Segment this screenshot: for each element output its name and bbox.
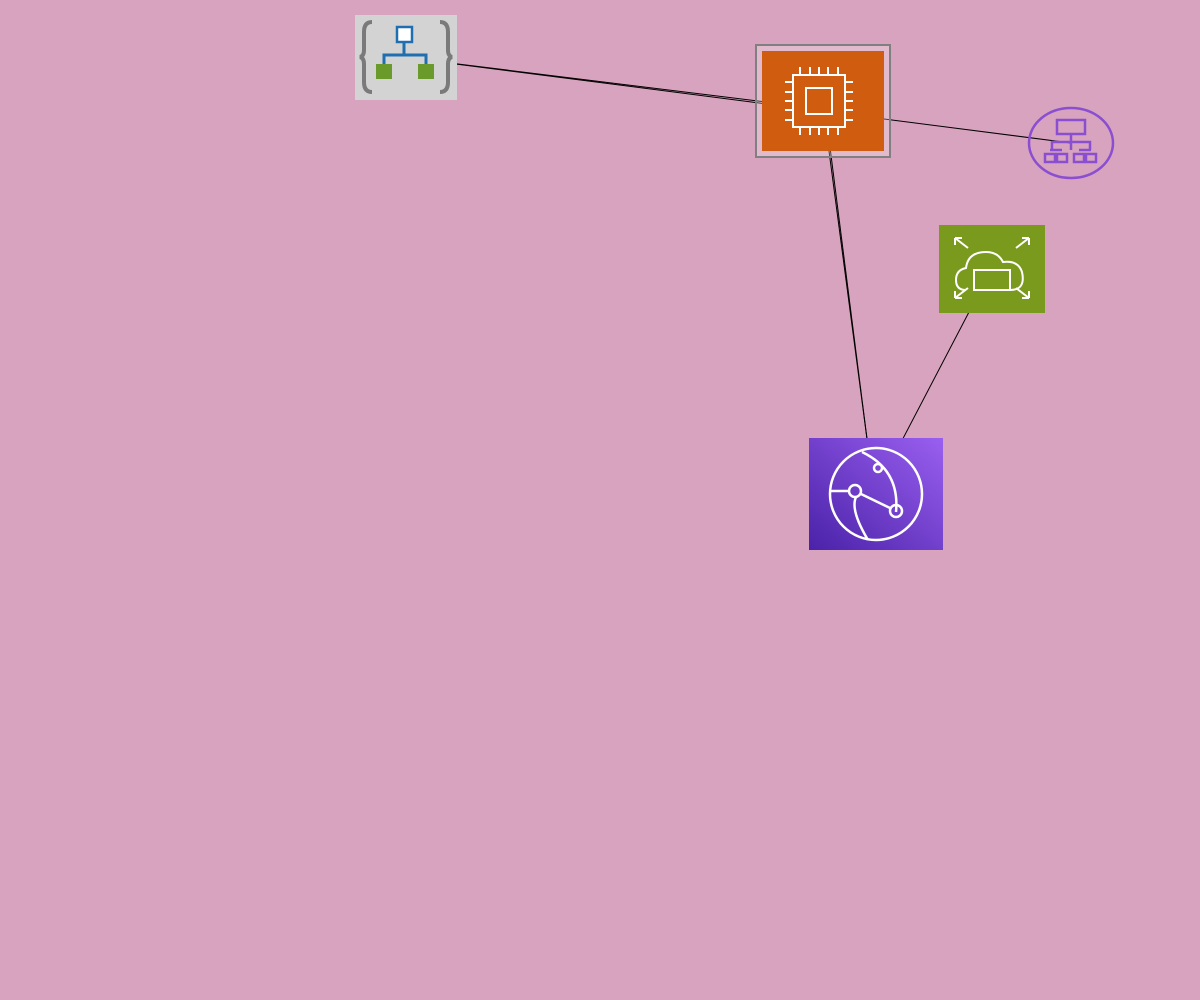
node-cloudfront[interactable] [809,438,943,550]
node-logic-app[interactable] [355,15,457,100]
cloudfront-icon [809,438,943,550]
edge-ec2-to-cloudfront[interactable] [823,99,877,495]
node-ec2-instance[interactable] [755,44,891,158]
auto-scaling-icon [939,225,1045,313]
ec2-chip-icon [755,44,891,158]
edge-vpc-to-logic-app[interactable] [408,55,1072,144]
logic-app-icon [355,15,457,100]
node-vpc-network[interactable] [1027,106,1115,180]
network-hierarchy-icon [1027,106,1115,180]
node-auto-scaling[interactable] [939,225,1045,313]
